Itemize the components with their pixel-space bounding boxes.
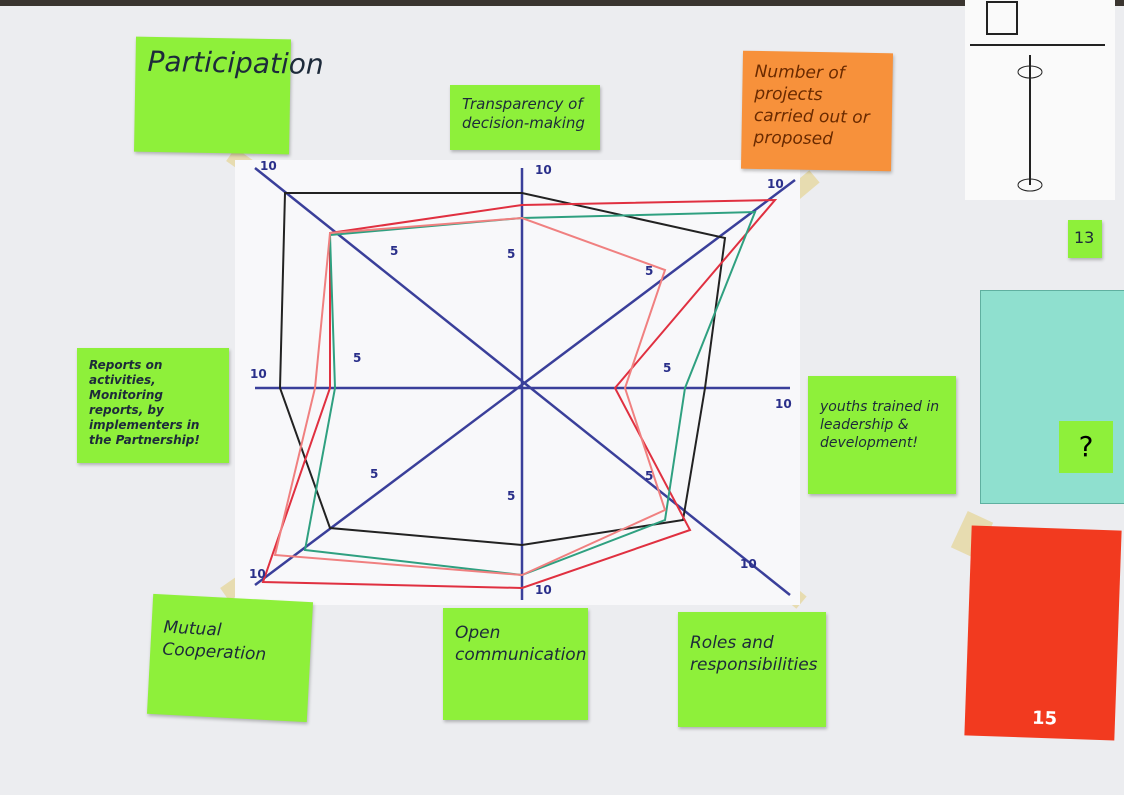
axes: [254, 167, 796, 600]
sticky-note: Reports on activities, Monitoring report…: [77, 348, 229, 463]
scale-label: 10: [249, 567, 266, 581]
scale-label: 10: [535, 163, 552, 177]
sticky-note: Transparency of decision-making: [450, 85, 600, 150]
axis: [254, 179, 796, 586]
paper: [235, 160, 800, 605]
sticky-note: Open communication: [443, 608, 588, 720]
red-sheet: 15: [964, 525, 1122, 741]
scale-label: 5: [370, 467, 378, 481]
profile-green: [303, 210, 757, 577]
scale-label: 5: [645, 469, 653, 483]
scale-label: 10: [740, 557, 757, 571]
radar-chart-paper: 10 10 10 10 10 10 10 10 5 5 5 5 5 5 5 5: [235, 160, 800, 605]
side-panel: ?: [980, 290, 1124, 504]
profile-pink: [273, 216, 667, 577]
scale-label: 5: [353, 351, 361, 365]
sticky-note: Mutual Cooperation: [146, 593, 314, 723]
scale-label: 10: [250, 367, 267, 381]
profiles: [261, 192, 778, 590]
scale-label: 5: [507, 489, 515, 503]
sketch-box: [986, 1, 1018, 35]
scale-label: 5: [645, 264, 653, 278]
sticky-note: ?: [1059, 421, 1113, 473]
profile-red: [261, 198, 778, 590]
top-edge: [0, 0, 1124, 6]
scale-label: 10: [535, 583, 552, 597]
sketch-node: [1017, 178, 1043, 192]
profile-black: [278, 192, 727, 547]
sticky-note: youths trained in leadership & developme…: [808, 376, 956, 494]
scale-label: 10: [775, 397, 792, 411]
axis: [254, 167, 791, 596]
sticky-note: Number of projects carried out or propos…: [740, 50, 894, 172]
sticky-note: Participation: [134, 36, 324, 155]
flow-sketch: [965, 0, 1115, 200]
scale-label: 10: [767, 177, 784, 191]
page-number: 15: [1031, 707, 1058, 730]
scale-label: 10: [260, 160, 277, 173]
scale-label: 5: [390, 244, 398, 258]
scale-label: 5: [507, 247, 515, 261]
scale-label: 5: [663, 361, 671, 375]
page-tag: 13: [1068, 220, 1102, 258]
sticky-note: Roles and responsibilities: [678, 612, 826, 727]
sketch-node: [1017, 65, 1043, 79]
